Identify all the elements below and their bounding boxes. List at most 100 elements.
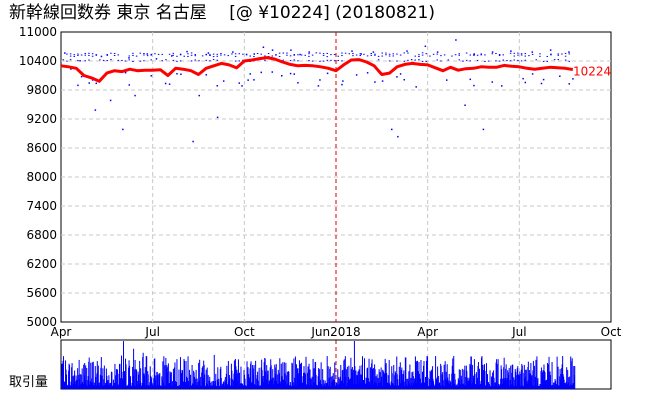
volume-bar [186,377,188,389]
volume-bar [386,382,388,389]
trade-dot [366,55,369,57]
volume-bar [464,376,466,389]
volume-bar [326,383,328,389]
trade-dot [337,59,340,61]
volume-bar [285,362,287,389]
volume-bar [297,381,299,389]
volume-bar [388,383,390,389]
trade-dot [308,60,310,62]
volume-bar [154,379,156,389]
volume-bar [224,379,226,389]
volume-bar [522,385,524,389]
volume-bar [558,385,560,389]
trade-dot [271,71,274,73]
volume-bar [565,381,567,389]
volume-bar [139,360,141,389]
trade-dot [407,59,409,61]
trade-dot [205,54,208,56]
trade-dot [414,55,417,57]
volume-bar [84,362,86,389]
volume-bar [474,384,476,389]
volume-bar [353,341,355,389]
volume-bar [234,371,236,389]
volume-bar [250,361,252,389]
trade-dot [209,55,211,57]
volume-bar [283,379,285,389]
volume-bar [373,381,375,389]
volume-bar [506,380,508,389]
volume-bar [482,383,484,389]
volume-bar [74,370,76,389]
volume-bar [104,382,106,389]
volume-bar [146,356,148,389]
trade-dot [531,51,534,53]
volume-bar [318,368,320,389]
y-tick-label: 9200 [26,112,57,126]
volume-bar [530,363,532,389]
volume-bar [85,384,87,389]
volume-bar [392,383,394,389]
trade-dot [377,55,380,57]
trade-dot [421,60,424,62]
trade-dot [278,52,281,54]
volume-bar [339,383,341,389]
trade-dot [190,52,193,54]
volume-bar [504,379,506,389]
volume-bar [266,374,268,389]
trade-dot [553,59,556,61]
volume-bar [471,364,473,389]
volume-bar [557,376,559,389]
trade-dot [64,52,66,54]
volume-bar [180,369,182,389]
volume-bar [533,365,535,389]
volume-bar [291,362,293,389]
volume-bar [248,380,250,389]
volume-bar [337,369,339,389]
trade-dot [502,59,505,61]
trade-dot [513,59,516,61]
volume-bar [345,369,347,389]
volume-bar [125,364,127,389]
volume-bar [545,380,546,389]
trade-dot [139,60,142,62]
volume-bar [246,385,248,389]
volume-bar [554,382,556,389]
volume-bar [228,374,230,389]
volume-bar [469,364,471,389]
volume-bar [230,363,232,389]
trade-dot [165,59,167,61]
volume-bar [156,372,158,389]
volume-bar [424,385,426,389]
volume-bar [96,373,98,389]
trade-dot [392,55,395,57]
volume-bar [384,358,386,389]
volume-bar [198,362,200,389]
trade-dot [172,52,175,54]
trade-dot [480,54,483,56]
volume-bar [469,365,471,389]
volume-bar [127,384,129,389]
volume-bar [303,372,304,389]
volume-bar [290,385,292,389]
volume-bar [196,385,198,389]
trade-dot [150,59,153,61]
volume-bar [549,383,551,389]
volume-bar [521,363,523,389]
volume-bar [203,360,205,389]
volume-bar [449,383,451,389]
volume-bar [503,357,505,389]
volume-bar [521,365,523,389]
trade-dot [183,55,186,57]
trade-dot [370,54,373,56]
volume-bar [436,377,438,389]
trade-dot [517,59,519,61]
trade-dot [374,54,376,56]
volume-bar [433,385,435,389]
trade-dot [241,85,243,87]
volume-bar [430,385,432,389]
volume-bar [371,363,373,389]
volume-bar [274,367,276,389]
volume-bar [110,383,112,389]
volume-bar [195,369,197,389]
volume-bar [489,370,491,389]
